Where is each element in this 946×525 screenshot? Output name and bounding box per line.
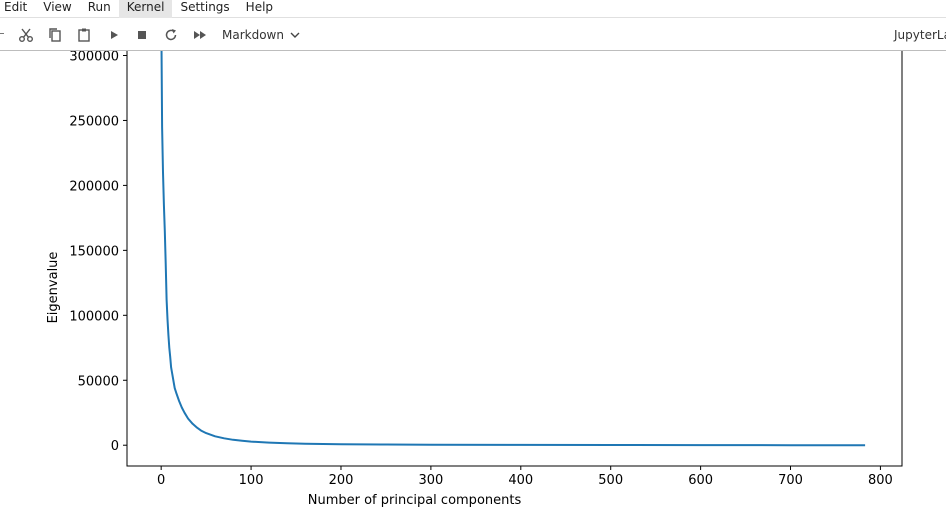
axes-frame [126, 48, 903, 467]
y-tick-label: 0 [111, 439, 119, 454]
y-tick-label: 50000 [78, 374, 119, 389]
cut-icon[interactable] [16, 25, 36, 45]
chevron-down-icon [290, 28, 300, 42]
copy-icon[interactable] [45, 25, 65, 45]
x-tick-label: 0 [157, 473, 165, 488]
x-tick-label: 200 [329, 473, 354, 488]
output-plot: 0 100 200 300 400 500 600 700 800 0 50000 100000 150… [0, 48, 946, 525]
run-all-icon[interactable] [190, 25, 210, 45]
x-tick-label: 100 [239, 473, 264, 488]
x-tick-label: 700 [778, 473, 803, 488]
y-tick-label: 250000 [69, 114, 119, 129]
x-tick-label: 600 [688, 473, 713, 488]
y-tick-label: 150000 [69, 244, 119, 259]
menu-item-settings[interactable]: Settings [180, 0, 230, 14]
x-axis-label: Number of principal components [308, 493, 522, 508]
menu-item-kernel[interactable]: Kernel [118, 0, 173, 18]
series-line-0 [160, 49, 866, 447]
menu-item-edit[interactable]: Edit [4, 0, 28, 14]
x-tick-label: 300 [418, 473, 443, 488]
restart-icon[interactable] [161, 25, 181, 45]
x-tick-label: 800 [868, 473, 893, 488]
menu-item-help[interactable]: Help [245, 0, 274, 14]
stop-icon[interactable] [132, 25, 152, 45]
y-axis-label: Eigenvalue [46, 252, 61, 324]
cell-type-label: Markdown [222, 28, 284, 42]
kernel-name-label[interactable]: JupyterLa [894, 28, 946, 42]
x-tick-label: 400 [508, 473, 533, 488]
x-tick-label: 500 [598, 473, 623, 488]
run-icon[interactable] [104, 25, 124, 45]
paste-icon[interactable] [74, 25, 94, 45]
y-tick-label: 200000 [69, 179, 119, 194]
menu-item-view[interactable]: View [43, 0, 72, 14]
y-tick-label: 100000 [69, 309, 119, 324]
eigenvalue-line-chart: 0 100 200 300 400 500 600 700 800 0 50000 100000 150… [46, 48, 903, 508]
menu-bar: Edit View Run Kernel Settings Help [0, 0, 946, 18]
toolbar-edge-stub [0, 33, 4, 34]
y-tick-label: 300000 [69, 51, 119, 64]
notebook-toolbar: Markdown JupyterLa [0, 19, 946, 51]
menu-item-run[interactable]: Run [87, 0, 111, 14]
cell-type-dropdown[interactable]: Markdown [222, 26, 300, 44]
